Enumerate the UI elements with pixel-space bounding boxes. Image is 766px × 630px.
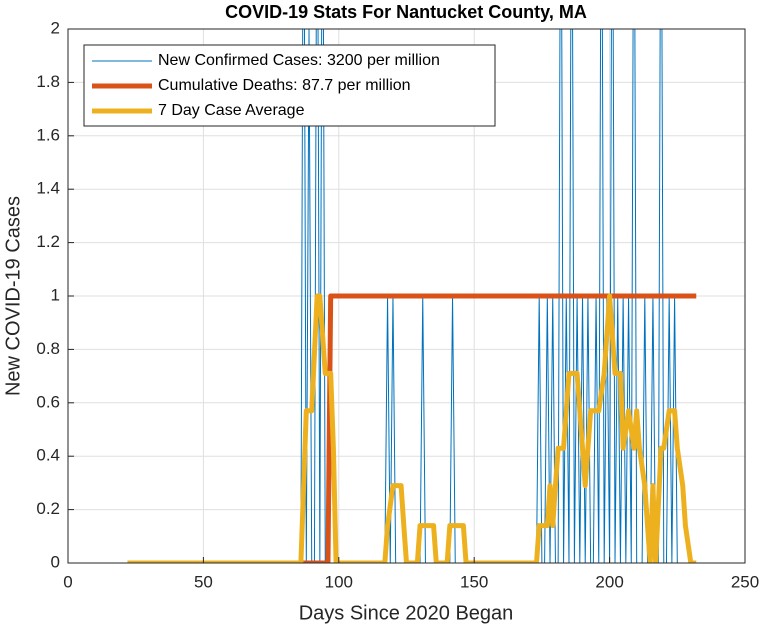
y-tick-label: 1.8 xyxy=(36,72,60,91)
y-tick-label: 2 xyxy=(51,18,60,37)
legend-label: 7 Day Case Average xyxy=(158,102,305,119)
y-tick-label: 0 xyxy=(51,552,60,571)
x-tick-label: 250 xyxy=(731,572,759,591)
x-tick-label: 150 xyxy=(460,572,488,591)
ticks: 0 50 100 150 200 250 0 0.2 0.4 0.6 0.8 1 1.2 1.4 1.6 1.… xyxy=(36,18,759,591)
legend: New Confirmed Cases: 3200 per million Cum… xyxy=(83,44,496,127)
legend-label: New Confirmed Cases: 3200 per million xyxy=(158,52,440,69)
chart-title: COVID-19 Stats For Nantucket County, MA xyxy=(225,2,587,22)
series-line xyxy=(127,293,697,563)
y-tick-label: 1.6 xyxy=(36,125,60,144)
y-tick-label: 0.6 xyxy=(36,392,60,411)
legend-label: Cumulative Deaths: 87.7 per million xyxy=(158,77,411,94)
x-tick-label: 50 xyxy=(194,572,213,591)
y-tick-label: 1.2 xyxy=(36,232,60,251)
x-axis-label: Days Since 2020 Began xyxy=(299,602,514,624)
x-tick-label: 100 xyxy=(325,572,353,591)
y-tick-label: 0.8 xyxy=(36,339,60,358)
y-tick-label: 1 xyxy=(51,285,60,304)
y-axis-label: New COVID-19 Cases xyxy=(2,196,24,396)
series-line xyxy=(127,293,697,563)
x-tick-label: 200 xyxy=(595,572,623,591)
y-tick-label: 0.4 xyxy=(36,446,60,465)
y-tick-label: 1.4 xyxy=(36,179,60,198)
lines xyxy=(127,29,697,563)
y-tick-label: 0.2 xyxy=(36,499,60,518)
x-tick-label: 0 xyxy=(63,572,72,591)
legend-box xyxy=(83,44,496,127)
